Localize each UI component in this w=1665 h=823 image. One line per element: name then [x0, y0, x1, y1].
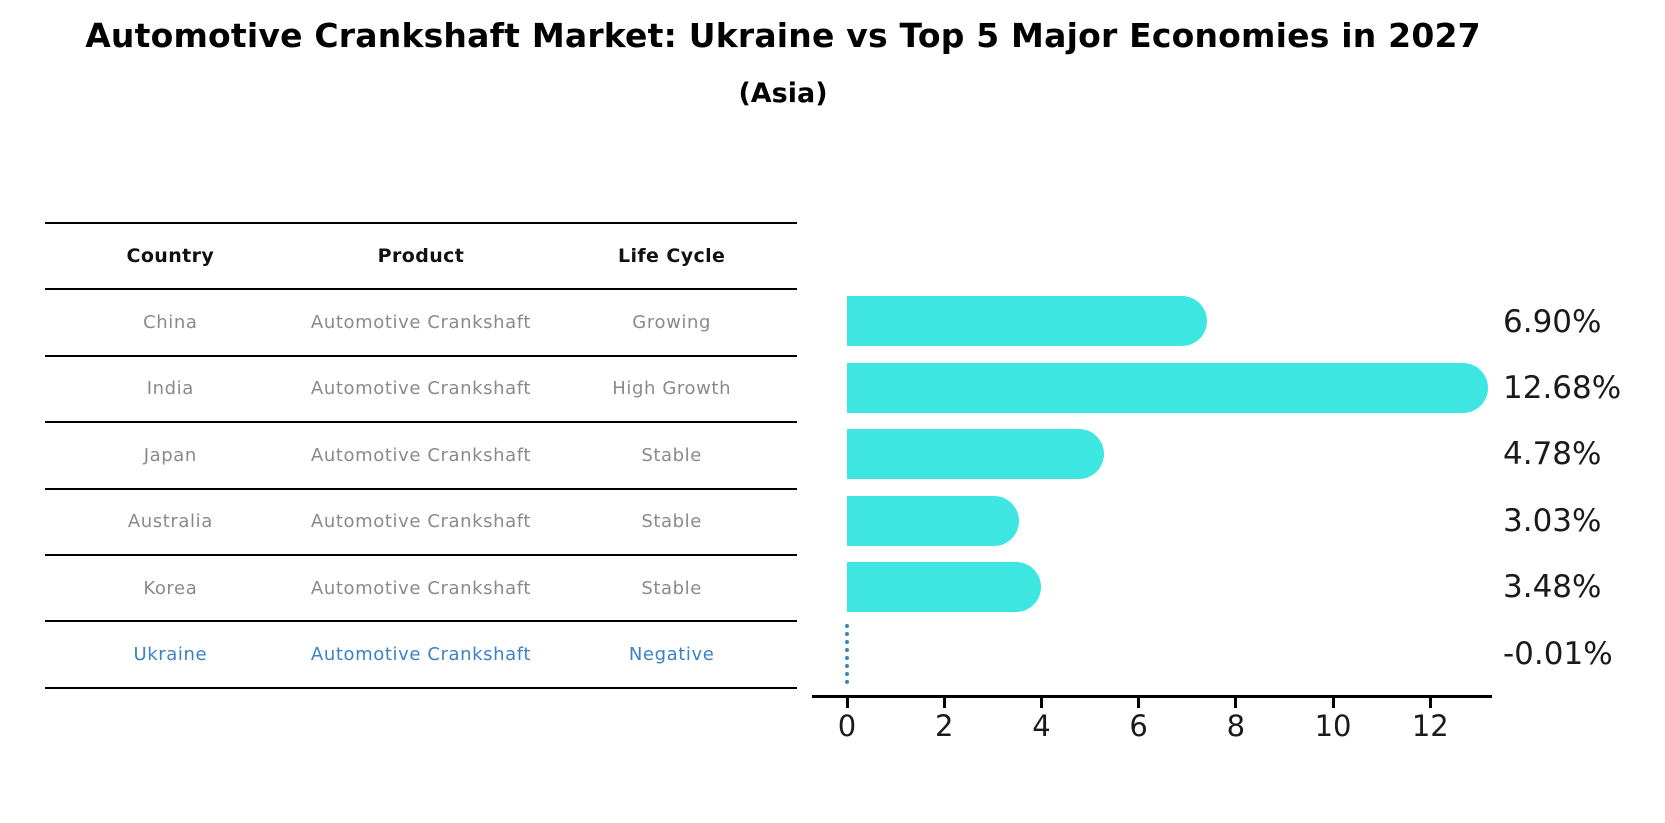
bar-value-labels: 6.90% 12.68% 4.78% 3.03% 3.48% -0.01%	[1503, 222, 1663, 687]
lifecycle-cell: Stable	[641, 444, 702, 466]
product-cell: Automotive Crankshaft	[310, 511, 532, 533]
x-axis-tick	[1428, 698, 1432, 708]
country-cell: Japan	[143, 444, 197, 466]
bar-china	[847, 296, 1208, 347]
product-cell: Automotive Crankshaft	[310, 312, 532, 334]
table-row-korea: Korea Automotive Crankshaft Stable	[45, 553, 797, 620]
country-cell: Ukraine	[133, 644, 208, 666]
product-cell: Automotive Crankshaft	[310, 644, 532, 666]
chart-title: Automotive Crankshaft Market: Ukraine vs…	[85, 16, 1481, 55]
x-axis-tick	[845, 698, 849, 708]
country-cell: India	[146, 378, 194, 400]
lifecycle-cell: Growing	[632, 312, 712, 334]
product-cell: Automotive Crankshaft	[310, 378, 532, 400]
x-axis-tick-label: 0	[837, 709, 857, 743]
bar-india	[847, 362, 1489, 413]
x-axis-tick-label: 10	[1314, 709, 1352, 743]
table-row-india: India Automotive Crankshaft High Growth	[45, 354, 797, 421]
table-header-country: Country	[126, 245, 215, 268]
x-axis-tick-label: 4	[1032, 709, 1051, 743]
table-header-row: Country Product Life Cycle	[45, 222, 797, 288]
bar-value-label-ukraine: -0.01%	[1503, 635, 1613, 672]
x-axis-tick-label: 6	[1129, 709, 1148, 743]
table-header-life-cycle: Life Cycle	[617, 245, 726, 268]
x-axis-tick	[1039, 698, 1043, 708]
bar-value-label-korea: 3.48%	[1503, 569, 1602, 606]
bar-value-label-china: 6.90%	[1503, 303, 1602, 340]
country-cell: Australia	[127, 511, 213, 533]
ukraine-zero-marker	[845, 623, 849, 684]
x-axis-tick	[942, 698, 946, 708]
table-row-china: China Automotive Crankshaft Growing	[45, 288, 797, 354]
bar-chart	[845, 222, 1492, 687]
x-axis-line	[812, 695, 1492, 698]
x-axis-tick	[1331, 698, 1335, 708]
info-table: Country Product Life Cycle China Automotive …	[45, 222, 797, 689]
lifecycle-cell: Stable	[641, 511, 702, 533]
x-axis-tick-label: 2	[934, 709, 954, 743]
table-row-ukraine: Ukraine Automotive Crankshaft Negative	[45, 620, 797, 689]
table-row-japan: Japan Automotive Crankshaft Stable	[45, 421, 797, 487]
x-axis-tick-label: 12	[1411, 709, 1449, 743]
bar-value-label-japan: 4.78%	[1503, 436, 1602, 473]
bar-japan	[847, 429, 1105, 480]
x-axis-tick	[1234, 698, 1238, 708]
x-axis: 0 2 4 6 8 10 12	[812, 695, 1492, 745]
country-cell: Korea	[143, 577, 198, 599]
chart-subtitle: (Asia)	[738, 78, 828, 109]
bar-australia	[847, 495, 1020, 546]
table-header-product: Product	[377, 245, 465, 268]
lifecycle-cell: Negative	[628, 644, 715, 666]
bar-korea	[847, 562, 1042, 613]
country-cell: China	[143, 312, 198, 334]
lifecycle-cell: Stable	[641, 577, 702, 599]
lifecycle-cell: High Growth	[612, 378, 732, 400]
x-axis-tick	[1137, 698, 1141, 708]
bar-value-label-india: 12.68%	[1503, 370, 1622, 407]
table-row-australia: Australia Automotive Crankshaft Stable	[45, 487, 797, 554]
x-axis-tick-label: 8	[1226, 709, 1246, 743]
product-cell: Automotive Crankshaft	[310, 577, 532, 599]
bar-value-label-australia: 3.03%	[1503, 502, 1602, 539]
product-cell: Automotive Crankshaft	[310, 444, 532, 466]
